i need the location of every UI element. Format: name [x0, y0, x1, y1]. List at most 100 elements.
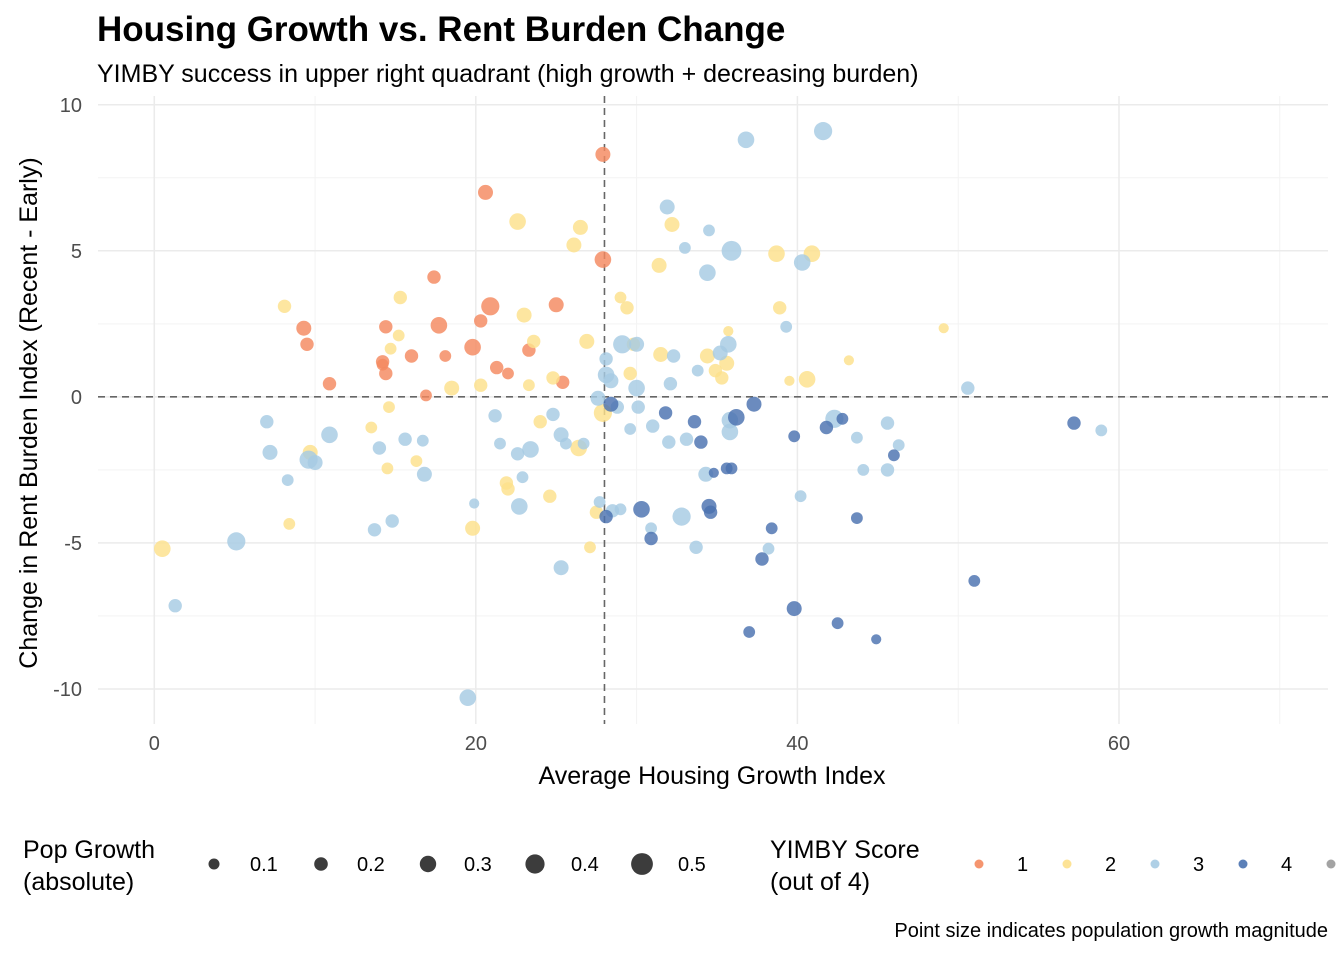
data-point [614, 503, 627, 516]
data-point [737, 131, 755, 149]
data-point [546, 407, 560, 422]
data-point [798, 371, 816, 388]
data-point [379, 366, 393, 381]
data-point [590, 390, 606, 406]
data-point [595, 146, 611, 162]
color-legend-keys: 1 2 3 4 [974, 854, 1336, 876]
chart-subtitle: YIMBY success in upper right quadrant (h… [97, 60, 919, 88]
y-tick-label: 5 [71, 241, 82, 263]
chart-title: Housing Growth vs. Rent Burden Change [97, 10, 786, 49]
data-point [321, 426, 338, 444]
data-point [572, 219, 588, 235]
size-legend-key [631, 853, 653, 875]
data-point [478, 184, 493, 200]
chart-caption: Point size indicates population growth m… [894, 920, 1328, 942]
x-tick-label: 40 [786, 733, 808, 755]
color-legend-key [1326, 859, 1336, 869]
data-point [628, 379, 645, 397]
color-legend-key [974, 859, 984, 869]
data-point [762, 542, 775, 555]
data-point [689, 540, 703, 554]
data-point [322, 377, 337, 391]
data-point [721, 240, 742, 261]
data-point [614, 291, 627, 304]
data-point [384, 342, 397, 355]
data-point [624, 423, 637, 435]
data-point [694, 435, 708, 449]
size-legend-label: 0.1 [250, 854, 278, 876]
data-point [594, 251, 612, 268]
data-point [379, 320, 393, 334]
data-point [516, 307, 532, 323]
color-legend-label: 1 [1017, 854, 1028, 876]
data-point [283, 518, 296, 530]
data-point [154, 540, 171, 557]
data-point [819, 420, 834, 435]
data-point [613, 335, 632, 354]
data-point [851, 512, 863, 524]
data-point [546, 371, 560, 385]
color-legend-label: 4 [1281, 854, 1292, 876]
size-legend-key [419, 855, 437, 873]
data-point [658, 406, 673, 420]
data-point [502, 367, 514, 380]
data-point [814, 122, 833, 141]
data-point [892, 439, 905, 451]
data-point [533, 415, 547, 429]
data-point [653, 347, 669, 362]
data-point [843, 355, 855, 366]
data-point [372, 441, 387, 455]
data-point [620, 301, 634, 315]
data-point [307, 455, 323, 471]
data-point [1067, 416, 1081, 430]
data-point [725, 462, 738, 475]
x-tick-label: 0 [149, 733, 160, 755]
y-tick-label: 10 [60, 95, 82, 117]
color-legend-key [1238, 859, 1248, 869]
data-point [494, 437, 506, 450]
data-point [410, 455, 423, 467]
data-point [296, 320, 312, 336]
data-point [880, 416, 895, 430]
data-point [646, 419, 660, 433]
data-point [793, 254, 811, 271]
data-point [773, 301, 787, 315]
data-point [365, 421, 378, 434]
size-legend: Pop Growth (absolute) 0.1 0.2 0.3 0.4 0.5 [23, 836, 706, 896]
data-point [746, 396, 762, 412]
data-point [516, 471, 529, 484]
data-point [430, 317, 448, 334]
data-point [603, 396, 619, 412]
data-point [490, 360, 504, 375]
size-legend-key [314, 857, 328, 871]
y-axis-ticks: -10 -5 0 5 10 [53, 95, 82, 701]
color-legend: YIMBY Score (out of 4) 1 2 3 4 [770, 836, 1336, 896]
data-point [645, 522, 657, 535]
data-point [880, 463, 895, 477]
data-point [548, 297, 564, 313]
data-points [154, 122, 1108, 706]
data-point [509, 213, 526, 230]
size-legend-label: 0.4 [571, 854, 599, 876]
data-point [691, 364, 704, 377]
data-point [459, 689, 477, 706]
data-point [553, 560, 569, 576]
data-point [543, 489, 557, 503]
data-point [277, 299, 292, 313]
data-point [398, 432, 412, 446]
data-point [474, 378, 488, 392]
color-legend-title-line1: YIMBY Score [770, 836, 920, 864]
data-point [488, 409, 502, 423]
data-point [464, 338, 481, 356]
x-tick-label: 60 [1108, 733, 1130, 755]
data-point [663, 377, 678, 391]
data-point [444, 380, 460, 396]
data-point [603, 373, 619, 389]
y-tick-label: -10 [53, 679, 82, 701]
data-point [262, 444, 278, 460]
data-point [481, 297, 500, 316]
y-tick-label: -5 [64, 533, 82, 555]
data-point [260, 415, 274, 429]
data-point [968, 575, 981, 587]
data-point [469, 498, 480, 509]
